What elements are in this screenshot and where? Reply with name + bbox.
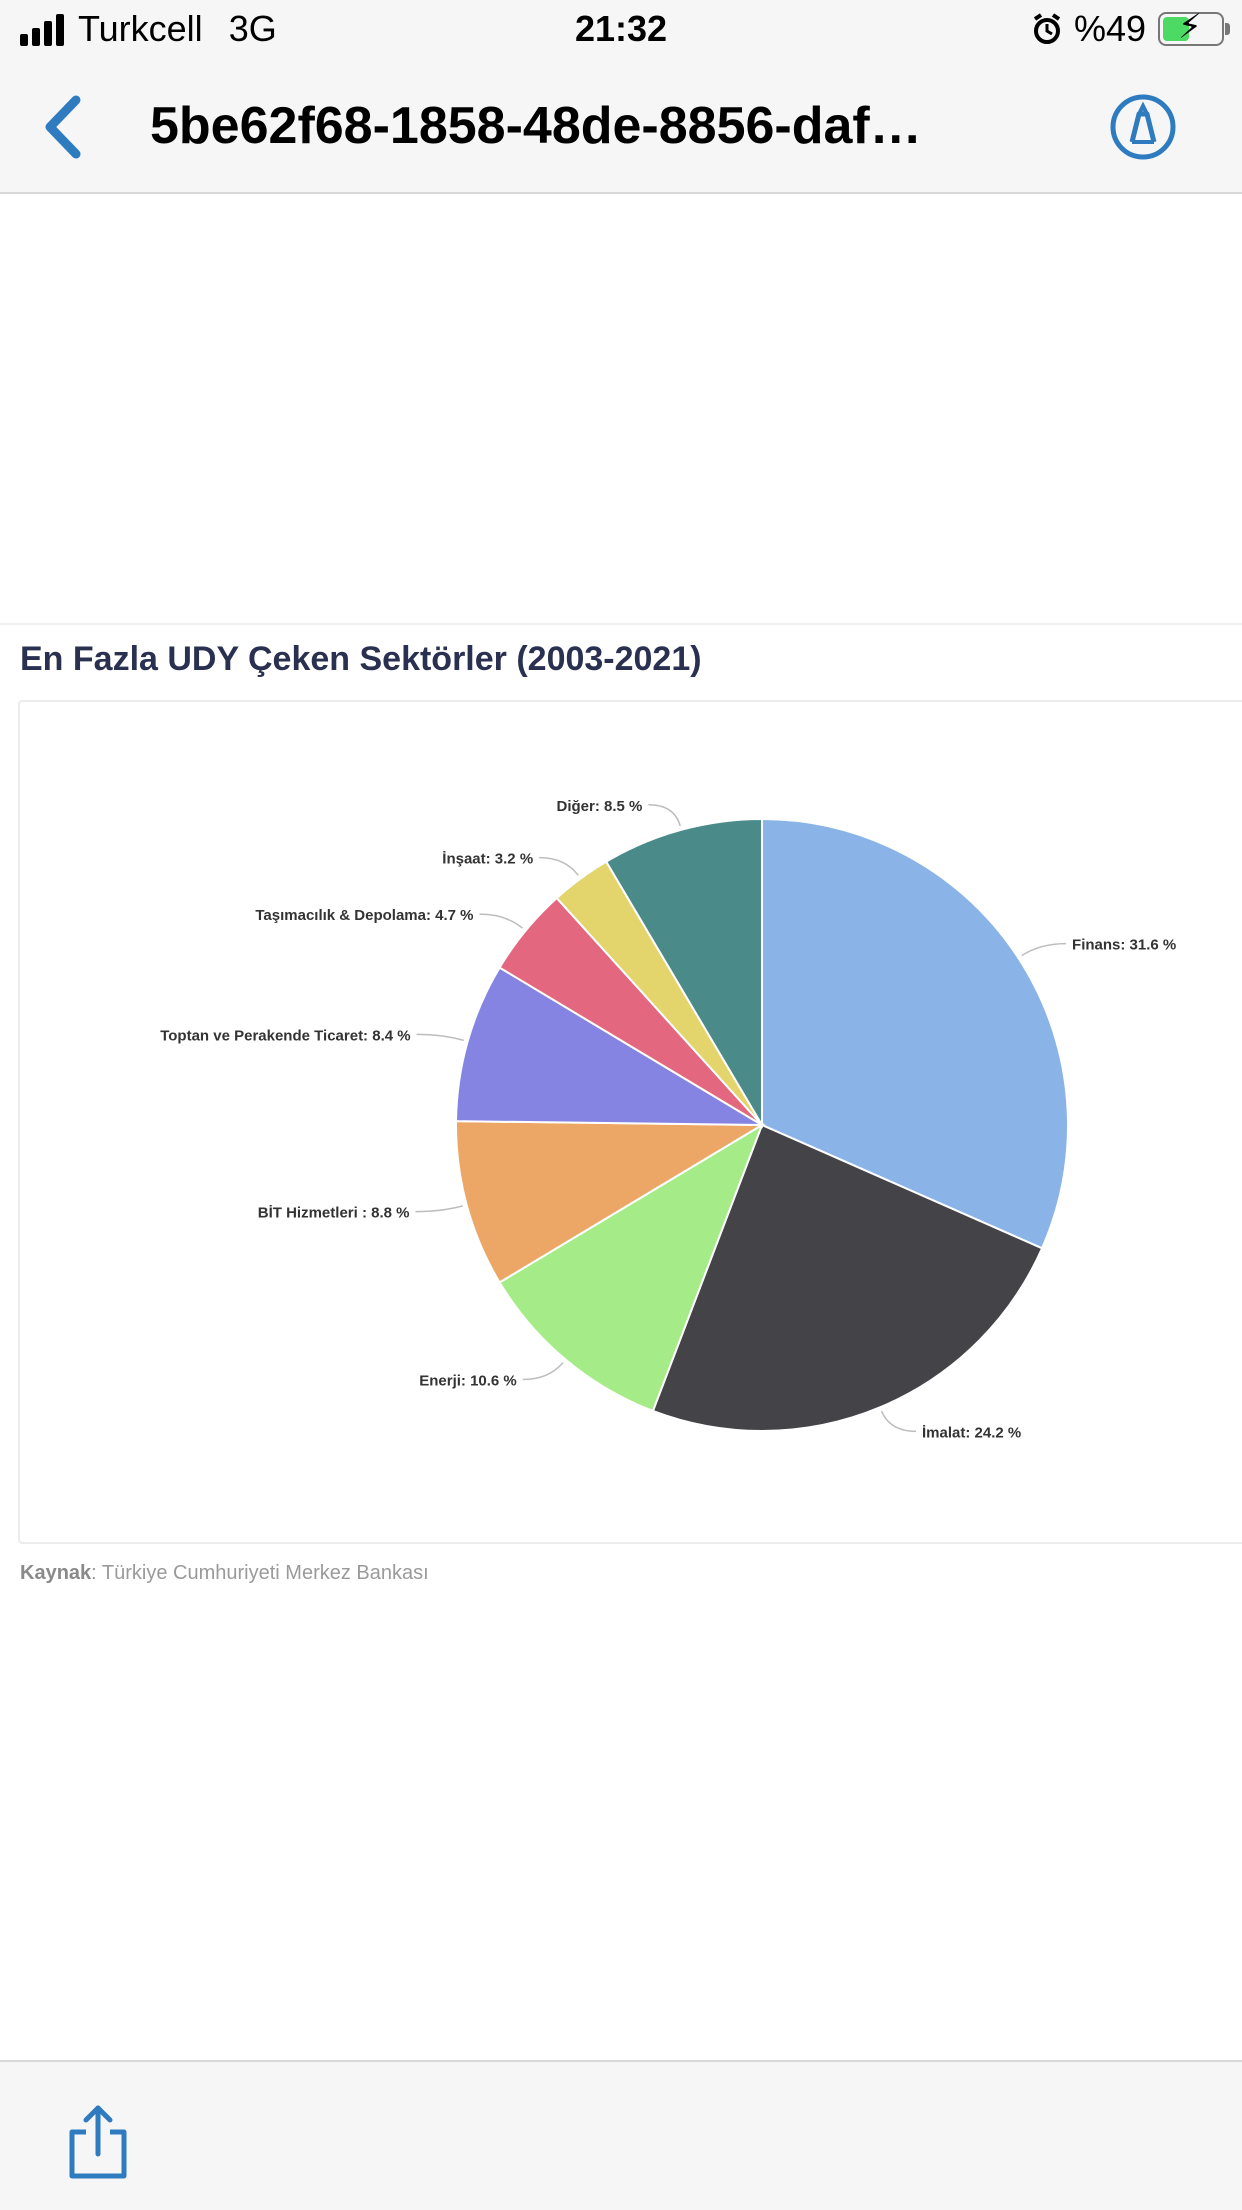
source-note: Kaynak: Türkiye Cumhuriyeti Merkez Banka… [20, 1562, 429, 1585]
share-icon[interactable] [64, 2102, 132, 2182]
signal-bars-icon [20, 12, 64, 46]
slice-label: Taşımacılık & Depolama: 4.7 % [255, 907, 473, 924]
slice-label: Toptan ve Perakende Ticaret: 8.4 % [160, 1027, 410, 1044]
label-connector [539, 856, 579, 876]
network-type: 3G [228, 8, 277, 49]
battery-charging-icon: ⚡ [1158, 8, 1230, 46]
navigation-bar: 5be62f68-1858-48de-8856-daf… [0, 62, 1242, 194]
pie-slice[interactable] [761, 817, 1069, 1250]
label-connector [416, 1033, 464, 1042]
label-connector [479, 913, 523, 929]
label-connector [415, 1205, 463, 1213]
pie-chart: Finans: 31.6 % İmalat: 24.2 % Enerji: 10.6… [160, 798, 1176, 1442]
chevron-left-icon[interactable] [36, 92, 96, 162]
alarm-icon [1033, 13, 1061, 44]
label-connector [880, 1410, 917, 1433]
status-time: 21:32 [574, 8, 668, 49]
pie-slice[interactable] [651, 1123, 1044, 1432]
slice-label: Diğer: 8.5 % [557, 798, 643, 815]
document-title: 5be62f68-1858-48de-8856-daf… [150, 97, 922, 155]
carrier-name: Turkcell [78, 8, 203, 49]
slice-label: İmalat: 24.2 % [922, 1424, 1021, 1441]
source-text: : Türkiye Cumhuriyeti Merkez Bankası [91, 1562, 429, 1584]
section-divider [0, 623, 1242, 625]
battery-percent: %49 [1073, 8, 1146, 49]
status-right: %49 ⚡ [1032, 8, 1230, 50]
pie-slice[interactable] [455, 1120, 766, 1284]
slice-label: Finans: 31.6 % [1072, 937, 1176, 954]
pie-slice[interactable] [604, 817, 763, 1129]
status-left: Turkcell 3G [20, 8, 277, 50]
label-connector [648, 804, 681, 827]
slice-label: Enerji: 10.6 % [419, 1372, 517, 1389]
slice-label: BİT Hizmetleri : 8.8 % [258, 1205, 410, 1222]
label-connector [1021, 942, 1067, 957]
source-label: Kaynak [20, 1562, 92, 1584]
status-bar: Turkcell 3G 21:32 %49 ⚡ [0, 0, 1242, 62]
pie-slice[interactable] [498, 1122, 764, 1413]
chart-card: Finans: 31.6 % İmalat: 24.2 % Enerji: 10.6… [18, 700, 1242, 1544]
chart-title: En Fazla UDY Çeken Sektörler (2003-2021) [20, 640, 702, 678]
bottom-toolbar [0, 2060, 1242, 2210]
markup-pen-icon[interactable] [1108, 92, 1178, 162]
slice-label: İnşaat: 3.2 % [442, 851, 533, 868]
label-connector [522, 1362, 564, 1381]
pie-slice[interactable] [455, 966, 766, 1127]
